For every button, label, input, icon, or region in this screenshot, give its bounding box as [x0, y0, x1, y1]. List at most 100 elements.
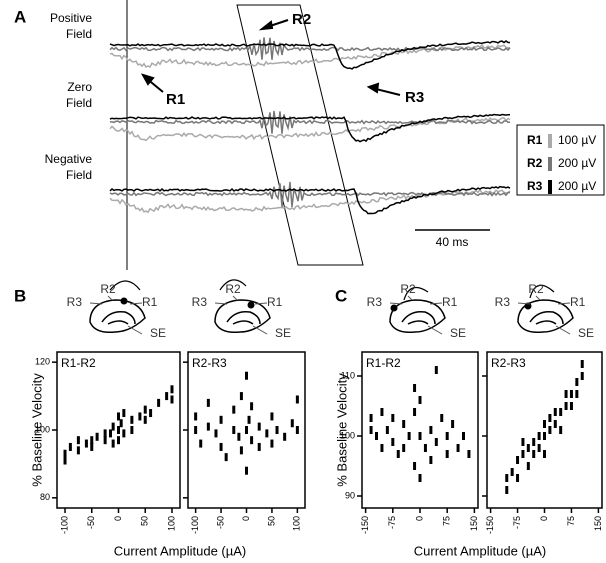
y-axis-label: % Baseline Velocity: [334, 373, 349, 487]
electrode-line: [407, 295, 413, 301]
plot-frame: [486, 351, 603, 509]
data-point: [407, 432, 411, 440]
electrode-label: R3: [367, 295, 383, 309]
electrode-line: [89, 302, 103, 305]
data-point: [564, 390, 568, 398]
hippocampus-outline: [214, 299, 271, 334]
legend-name: R3: [527, 179, 543, 193]
data-point: [516, 474, 520, 482]
data-point: [510, 468, 514, 476]
hippocampus-outline: [89, 299, 146, 334]
data-point: [413, 462, 417, 470]
data-point: [532, 438, 536, 446]
data-point: [111, 439, 115, 448]
field-label: Field: [66, 96, 92, 110]
data-point: [548, 414, 552, 422]
data-point: [117, 426, 120, 434]
data-point: [76, 436, 80, 445]
data-point: [575, 390, 579, 398]
data-point: [559, 408, 563, 416]
data-point: [553, 420, 557, 428]
legend-scale: 200 µV: [558, 179, 596, 193]
x-tick-label: 0: [414, 516, 424, 521]
electrode-label: R2: [528, 282, 544, 296]
data-point: [548, 426, 552, 434]
data-point: [429, 456, 433, 464]
data-point: [380, 408, 384, 416]
x-axis-label: Current Amplitude (µA): [414, 543, 546, 558]
plot-title: R1-R2: [61, 356, 96, 370]
stim-arc: [219, 279, 247, 291]
data-point: [68, 442, 72, 451]
data-point: [206, 422, 210, 431]
data-point: [413, 408, 417, 416]
data-point: [270, 439, 274, 448]
field-label: Negative: [45, 152, 93, 166]
data-point: [283, 432, 287, 441]
trace-r2: [109, 37, 511, 60]
legend-swatch: [548, 180, 552, 194]
stim-arc: [403, 286, 429, 301]
hippocampus-outline: [517, 299, 574, 334]
electrode-label: R3: [495, 295, 511, 309]
x-tick-label: 150: [469, 516, 479, 531]
data-point: [375, 432, 378, 440]
x-tick-label: -75: [387, 516, 397, 529]
legend-box: [516, 124, 605, 196]
electrode-line: [129, 302, 143, 305]
data-point: [239, 446, 243, 455]
data-point: [521, 438, 525, 446]
panel-label: A: [14, 7, 26, 26]
data-point: [505, 486, 509, 494]
data-point: [553, 408, 557, 416]
data-point: [564, 402, 568, 410]
electrode-label: SE: [150, 326, 166, 340]
data-point: [214, 429, 218, 438]
electrode-line: [557, 302, 571, 305]
electrode-dot: [120, 297, 128, 305]
data-point: [543, 432, 546, 440]
electrode-label: R1: [267, 295, 283, 309]
data-point: [95, 432, 99, 441]
electrode-line: [555, 325, 571, 335]
data-point: [521, 450, 525, 458]
data-point: [265, 429, 269, 438]
electrode-label: R1: [570, 295, 586, 309]
data-point: [90, 436, 94, 445]
data-point: [402, 444, 406, 452]
data-point: [245, 426, 248, 434]
data-point: [543, 420, 546, 428]
data-point: [247, 415, 251, 424]
data-point: [108, 429, 112, 438]
x-tick-label: 150: [593, 516, 603, 531]
data-point: [391, 414, 395, 422]
plot-title: R2-R3: [491, 356, 526, 370]
data-point: [543, 450, 546, 458]
x-tick-label: 50: [266, 516, 276, 526]
data-point: [157, 398, 161, 407]
x-tick-label: 100: [292, 516, 302, 531]
plot-title: R1-R2: [366, 356, 401, 370]
data-point: [575, 378, 579, 386]
data-point: [434, 366, 438, 374]
data-point: [143, 405, 147, 414]
data-point: [117, 436, 120, 445]
data-point: [122, 409, 126, 418]
x-tick-label: -100: [59, 516, 69, 534]
y-tick-label: 100: [340, 430, 355, 440]
data-point: [369, 414, 373, 422]
data-point: [143, 415, 147, 424]
y-axis-label: % Baseline Velocity: [29, 373, 44, 487]
trace-r3: [109, 185, 511, 215]
electrode-line: [429, 302, 443, 305]
data-point: [391, 438, 395, 446]
data-point: [149, 409, 153, 418]
electrode-line: [232, 295, 238, 301]
electrode-label: R1: [442, 295, 458, 309]
arrows: [140, 19, 401, 96]
data-point: [526, 444, 530, 452]
field-label: Positive: [50, 11, 92, 25]
scale-bar-label: 40 ms: [436, 235, 469, 249]
x-tick-label: -150: [360, 516, 370, 534]
